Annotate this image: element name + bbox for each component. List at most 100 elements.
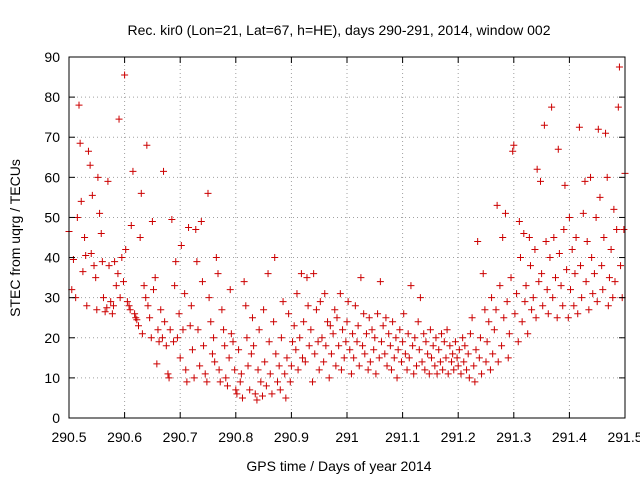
data-point xyxy=(500,314,508,322)
data-point xyxy=(99,294,107,302)
data-point xyxy=(513,290,521,298)
data-point xyxy=(227,330,235,338)
data-point xyxy=(242,302,250,310)
data-point xyxy=(611,278,619,286)
data-point xyxy=(104,177,112,185)
data-point xyxy=(115,115,123,123)
data-point xyxy=(607,246,615,254)
data-point xyxy=(577,262,585,270)
data-point xyxy=(293,290,301,298)
x-tick-label: 290.6 xyxy=(107,429,142,445)
data-point xyxy=(182,366,190,374)
x-tick-label: 290.8 xyxy=(218,429,253,445)
x-tick-labels: 290.5 290.6 290.7 290.8 290.9 291 291.1 291.2 29… xyxy=(51,429,640,445)
data-point xyxy=(143,141,151,149)
data-point xyxy=(148,217,156,225)
data-point xyxy=(515,217,523,225)
data-point xyxy=(150,286,158,294)
data-point xyxy=(301,358,309,366)
data-point xyxy=(368,326,376,334)
data-point xyxy=(574,310,582,318)
data-point xyxy=(599,286,607,294)
data-point xyxy=(292,346,300,354)
data-point xyxy=(604,302,612,310)
data-point xyxy=(303,274,311,282)
data-point xyxy=(520,229,528,237)
data-point xyxy=(131,310,139,318)
data-point xyxy=(468,314,476,322)
data-point xyxy=(274,378,281,386)
data-point xyxy=(359,342,367,350)
x-tick-label: 291.4 xyxy=(552,429,587,445)
data-point xyxy=(572,234,580,241)
data-point xyxy=(82,252,90,260)
data-point xyxy=(518,318,526,326)
data-point xyxy=(188,346,196,354)
data-point xyxy=(499,234,507,241)
y-tick-label: 60 xyxy=(44,169,60,185)
y-axis-label: STEC from uqrg / TECUs xyxy=(7,159,23,317)
data-point xyxy=(405,354,413,362)
data-point xyxy=(168,215,176,223)
data-point xyxy=(514,338,522,346)
data-point xyxy=(253,396,261,404)
data-point xyxy=(162,342,170,350)
data-point xyxy=(429,342,437,350)
y-tick-label: 0 xyxy=(52,410,60,426)
data-point xyxy=(575,123,583,131)
data-point xyxy=(299,354,307,362)
data-point xyxy=(310,270,318,278)
data-point xyxy=(451,338,459,346)
data-point xyxy=(144,302,152,310)
data-point xyxy=(243,334,251,342)
data-point xyxy=(133,316,141,324)
data-point xyxy=(376,278,384,286)
y-tick-label: 30 xyxy=(44,290,60,306)
data-point xyxy=(97,229,105,237)
data-point xyxy=(387,366,395,374)
data-point xyxy=(123,298,131,306)
data-point xyxy=(394,346,402,354)
data-point xyxy=(476,334,484,342)
data-point xyxy=(190,374,198,382)
x-tick-label: 290.7 xyxy=(163,429,198,445)
data-point xyxy=(485,318,493,326)
data-point xyxy=(136,234,144,241)
data-point xyxy=(374,310,382,318)
data-point xyxy=(75,101,83,109)
data-point xyxy=(233,390,241,398)
data-point xyxy=(101,308,109,316)
data-point xyxy=(246,386,254,394)
data-point xyxy=(522,282,530,290)
data-point xyxy=(73,213,81,221)
data-point xyxy=(343,318,351,326)
data-point xyxy=(322,342,330,350)
data-point xyxy=(490,326,498,334)
data-point xyxy=(553,314,561,322)
data-point xyxy=(605,274,613,282)
data-point xyxy=(421,366,429,374)
x-tick-label: 290.5 xyxy=(51,429,86,445)
data-point xyxy=(282,394,290,402)
data-point xyxy=(471,378,479,386)
data-point xyxy=(466,330,474,338)
data-point xyxy=(254,366,262,374)
data-point xyxy=(119,278,127,286)
data-point xyxy=(582,278,590,286)
data-point xyxy=(126,306,134,314)
data-point xyxy=(205,294,213,302)
data-point xyxy=(109,302,117,310)
data-point xyxy=(277,334,285,342)
data-point xyxy=(474,238,482,246)
data-point xyxy=(210,334,218,342)
data-point xyxy=(111,258,119,266)
data-point xyxy=(135,322,142,330)
data-point xyxy=(346,346,354,354)
data-point xyxy=(108,310,116,318)
data-point xyxy=(216,378,224,386)
data-point xyxy=(475,354,483,362)
data-point xyxy=(470,362,478,370)
data-point xyxy=(271,254,279,262)
data-point xyxy=(410,370,418,378)
data-point xyxy=(118,254,126,262)
